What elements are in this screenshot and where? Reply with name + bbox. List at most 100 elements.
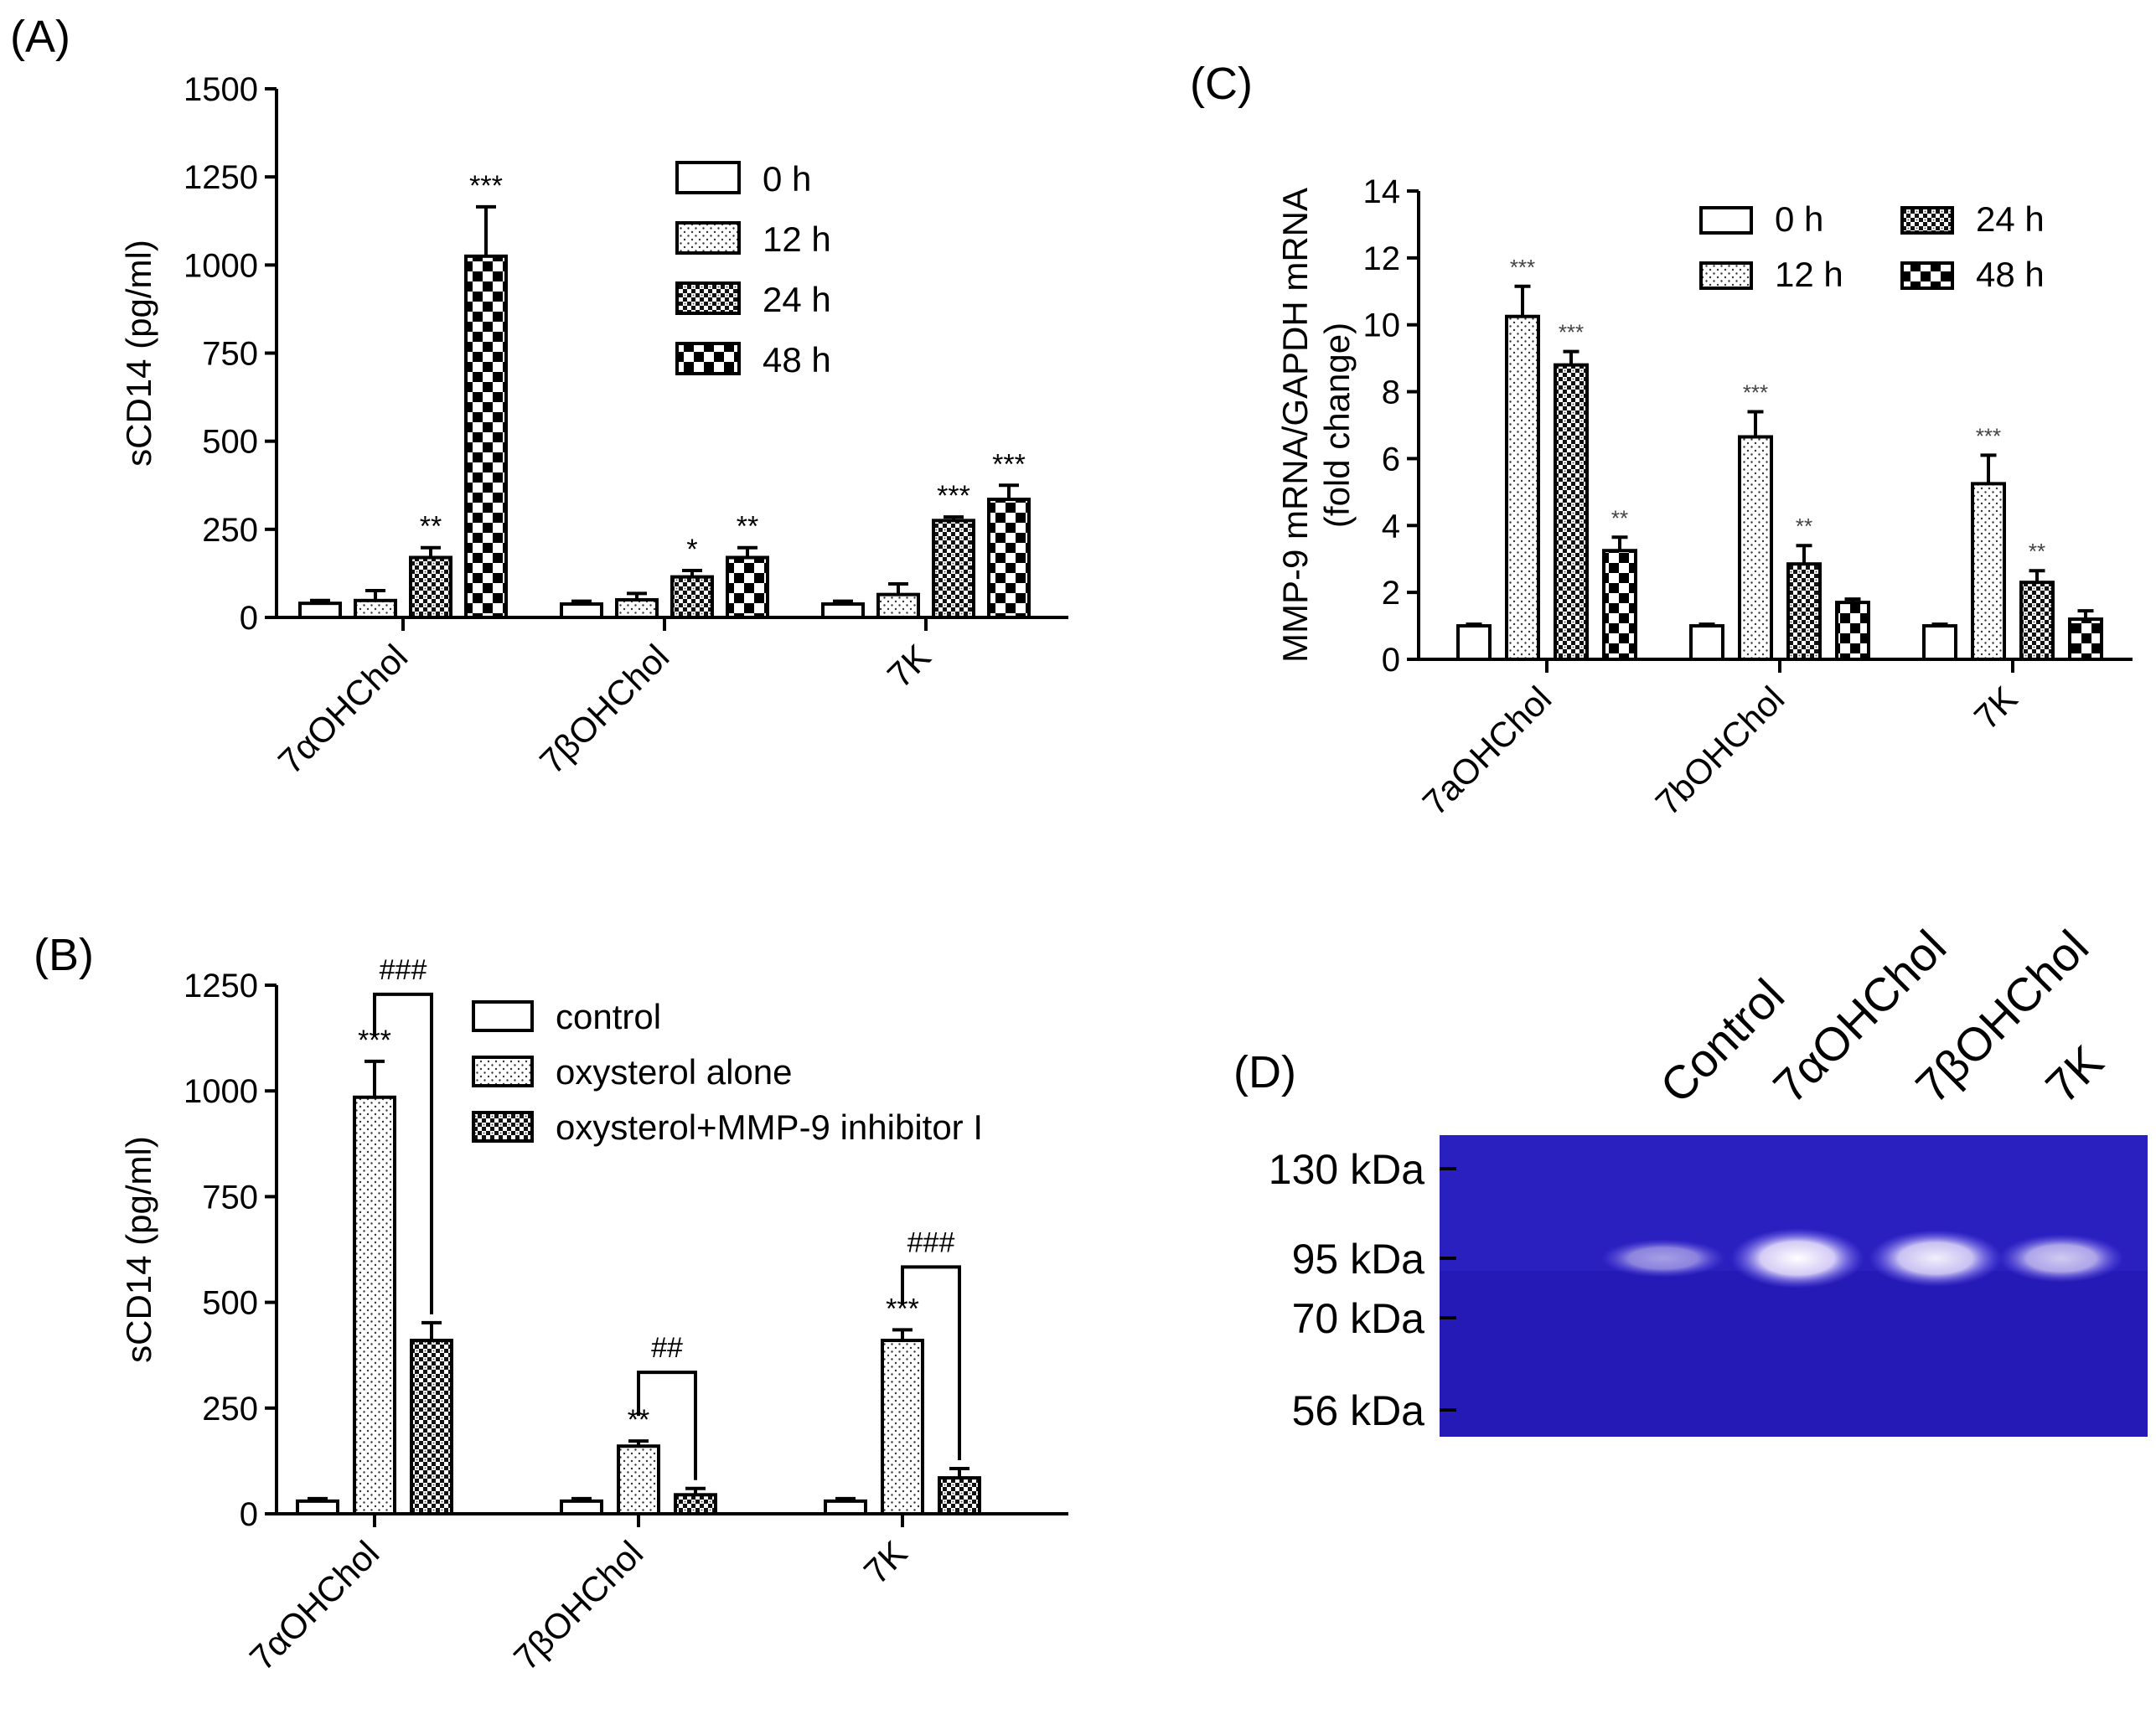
panel-label-b: (B) [34,930,94,980]
lane-label: Control [1650,968,1794,1113]
significance-label: *** [1510,255,1535,280]
bracket-label: ### [907,1226,955,1258]
legend-label: control [556,997,661,1036]
y-tick-label: 10 [1363,307,1401,344]
bar-a-1-2 [670,575,714,620]
bar-c-0-1 [1505,314,1540,661]
bar-b-1-2 [674,1493,717,1516]
legend-swatch [675,221,741,255]
y-tick-label: 500 [202,1285,258,1322]
bar-b-0-1 [353,1095,396,1515]
legend-label: 0 h [1775,199,1823,239]
y-tick-label: 2 [1382,575,1400,612]
significance-label: * [686,534,697,565]
y-tick-label: 1250 [184,968,258,1004]
legend-swatch [1900,261,1954,290]
significance-label: ** [2029,539,2045,564]
legend-swatch [1900,206,1954,235]
marker-label: 56 kDa [1292,1387,1425,1434]
panel-label-a: (A) [10,12,70,62]
comparison-bracket [901,1265,961,1460]
marker-label: 130 kDa [1269,1146,1424,1193]
bar-a-0-0 [298,602,342,620]
significance-label: ** [420,511,442,543]
y-tick-label: 1000 [184,247,258,284]
x-tick-label: 7K [880,637,938,695]
bar-c-2-1 [1971,482,2006,661]
y-axis-label-line: (fold change) [1317,323,1357,528]
x-tick-label: 7aOHChol [1414,679,1559,823]
bar-a-0-1 [354,598,397,619]
bar-a-1-0 [560,602,603,619]
y-tick-label: 6 [1382,441,1400,478]
significance-label: *** [1559,320,1584,345]
bar-c-0-3 [1602,549,1637,661]
y-tick-label: 4 [1382,508,1400,545]
legend-swatch [1699,206,1753,235]
bar-a-2-0 [821,602,865,619]
y-tick-label: 12 [1363,240,1401,277]
y-tick-label: 1500 [184,71,258,108]
bar-c-1-0 [1689,624,1724,661]
y-tick-label: 750 [202,1179,258,1216]
y-tick-label: 500 [202,424,258,461]
significance-label: *** [1743,380,1768,405]
comparison-bracket [373,992,433,1314]
bar-c-0-2 [1554,363,1589,661]
y-axis-label: sCD14 (pg/ml) [119,1136,158,1363]
x-tick-label: 7βOHChol [532,637,676,781]
legend-swatch [1699,261,1753,290]
legend-swatch [472,1000,534,1032]
marker-label: 95 kDa [1292,1236,1425,1283]
y-tick-label: 250 [202,512,258,549]
bar-a-2-3 [987,498,1031,619]
y-tick-label: 14 [1363,173,1401,210]
gel-band [1730,1228,1864,1288]
y-tick-label: 0 [240,1496,258,1533]
significance-label: *** [992,448,1026,480]
bar-c-1-3 [1835,601,1870,661]
significance-label: *** [1976,423,2001,448]
legend-label: 48 h [763,340,831,379]
bracket-label: ### [380,954,427,986]
bracket-label: ## [651,1332,683,1364]
y-tick-label: 0 [240,600,258,637]
bar-c-2-2 [2019,581,2055,662]
x-tick-label: 7bOHChol [1647,679,1791,823]
y-tick-label: 1250 [184,159,258,196]
gel-band [1869,1230,2003,1287]
legend-label: 12 h [763,219,831,259]
marker-label: 70 kDa [1292,1295,1425,1342]
gel-band [1600,1239,1726,1278]
legend-swatch [472,1111,534,1143]
legend-swatch [675,342,741,375]
bar-c-1-1 [1738,435,1773,661]
significance-label: *** [469,170,503,202]
bar-b-2-1 [881,1339,924,1515]
bar-c-2-0 [1922,624,1957,661]
legend-swatch [675,161,741,194]
chart-c: 0 2 4 6 8 10 12 14 MMP-9 mRNA/GAPDH mRNA (fold ch… [1275,173,2133,823]
y-axis-label-line: MMP-9 mRNA/GAPDH mRNA [1275,188,1315,663]
bar-b-0-0 [296,1499,339,1515]
x-tick-label: 7βOHChol [506,1533,650,1677]
y-tick-label: 0 [1382,642,1400,679]
bar-c-2-3 [2068,617,2103,661]
y-tick-label: 1000 [184,1073,258,1110]
bar-b-1-0 [560,1499,603,1515]
bar-b-2-2 [938,1476,981,1516]
bar-a-0-3 [464,254,508,619]
y-tick-label: 8 [1382,374,1400,411]
legend-label: oxysterol alone [556,1052,793,1092]
legend-label: 48 h [1976,255,2045,294]
comparison-bracket [637,1371,697,1480]
bar-a-2-1 [876,592,920,620]
gel-shade [1440,1271,2148,1437]
y-axis-label: sCD14 (pg/ml) [119,240,158,467]
bar-b-1-1 [617,1444,660,1516]
bar-b-0-2 [410,1339,453,1515]
significance-label: *** [937,480,970,512]
legend-label: 0 h [763,159,811,199]
